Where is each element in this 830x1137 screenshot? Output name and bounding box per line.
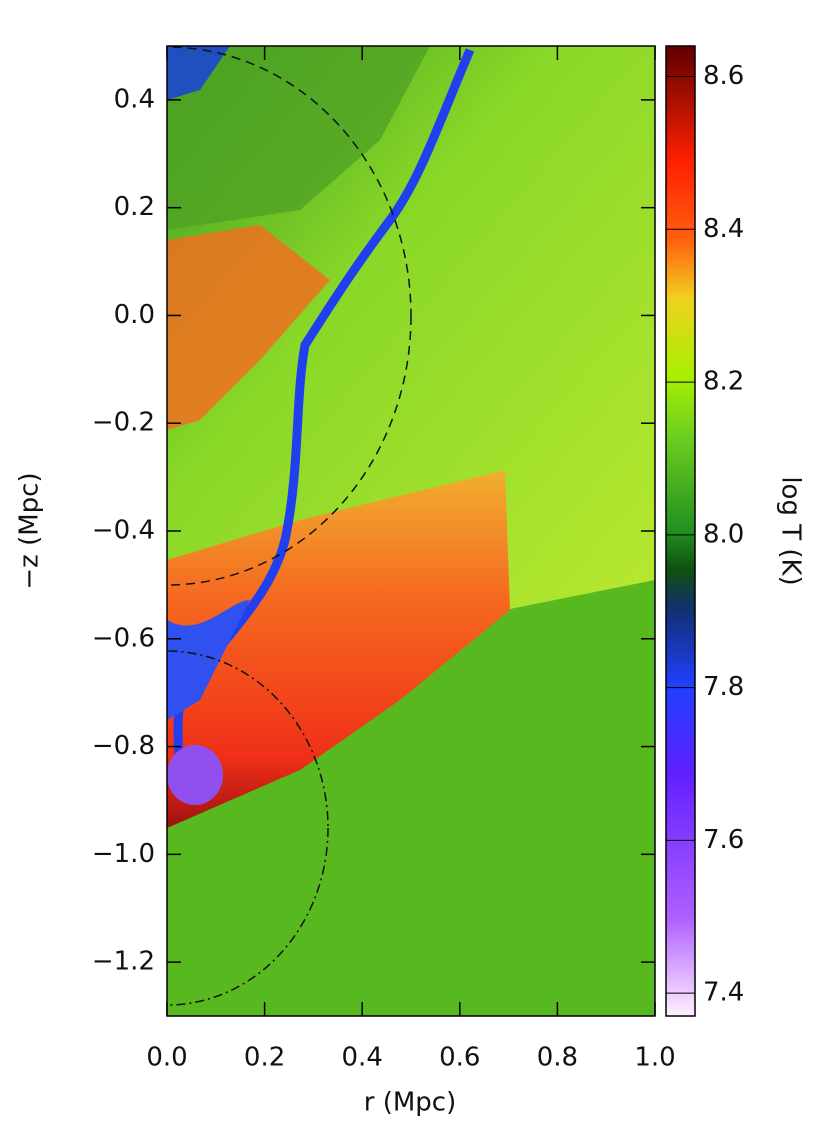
y-tick-label: −0.2 <box>92 408 155 438</box>
y-tick-label: −1.2 <box>92 947 155 977</box>
temperature-map <box>167 46 655 1016</box>
x-tick-label: 0.0 <box>146 1043 187 1073</box>
x-tick-label: 1.0 <box>634 1043 675 1073</box>
colorbar-tick-label: 7.6 <box>703 825 744 855</box>
x-tick-label: 0.6 <box>439 1043 480 1073</box>
y-tick-label: −0.6 <box>92 623 155 653</box>
y-tick-label: −0.4 <box>92 516 155 546</box>
colorbar-tick-label: 7.4 <box>703 978 744 1008</box>
colorbar <box>665 45 696 1017</box>
y-tick-label: 0.0 <box>114 300 155 330</box>
colorbar-tick-label: 8.4 <box>703 214 744 244</box>
x-tick-label: 0.4 <box>342 1043 383 1073</box>
colorbar-tick-label: 8.6 <box>703 61 744 91</box>
x-tick-label: 0.8 <box>537 1043 578 1073</box>
colorbar-tick-label: 8.2 <box>703 367 744 397</box>
x-axis-label: r (Mpc) <box>364 1088 456 1118</box>
y-tick-label: −0.8 <box>92 731 155 761</box>
y-tick-label: −1.0 <box>92 839 155 869</box>
colorbar-label: log T (K) <box>776 476 806 585</box>
y-axis-label: −z (Mpc) <box>15 472 45 589</box>
y-tick-label: 0.4 <box>114 84 155 114</box>
y-tick-label: 0.2 <box>114 192 155 222</box>
x-tick-label: 0.2 <box>244 1043 285 1073</box>
colorbar-tick-label: 8.0 <box>703 519 744 549</box>
colorbar-tick-label: 7.8 <box>703 672 744 702</box>
